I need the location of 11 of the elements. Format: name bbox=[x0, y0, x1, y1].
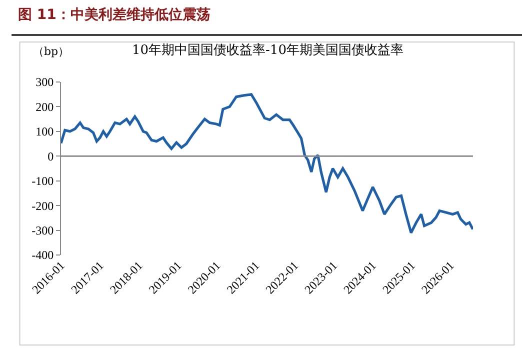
y-axis-title: （bp） bbox=[33, 45, 70, 58]
y-tick-label: 300 bbox=[36, 75, 54, 90]
y-tick-label: 100 bbox=[36, 124, 54, 139]
y-tick-label: -400 bbox=[32, 248, 54, 262]
chart-subtitle: 10年期中国国债收益率-10年期美国国债收益率 bbox=[132, 42, 404, 58]
chart-title: 图 11：中美利差维持低位震荡 bbox=[18, 6, 210, 23]
y-tick-label: 200 bbox=[36, 100, 54, 114]
y-tick-label: -200 bbox=[32, 198, 54, 213]
y-tick-label: -300 bbox=[32, 223, 54, 238]
y-tick-label: 0 bbox=[48, 149, 54, 164]
y-tick-label: -100 bbox=[32, 174, 54, 188]
